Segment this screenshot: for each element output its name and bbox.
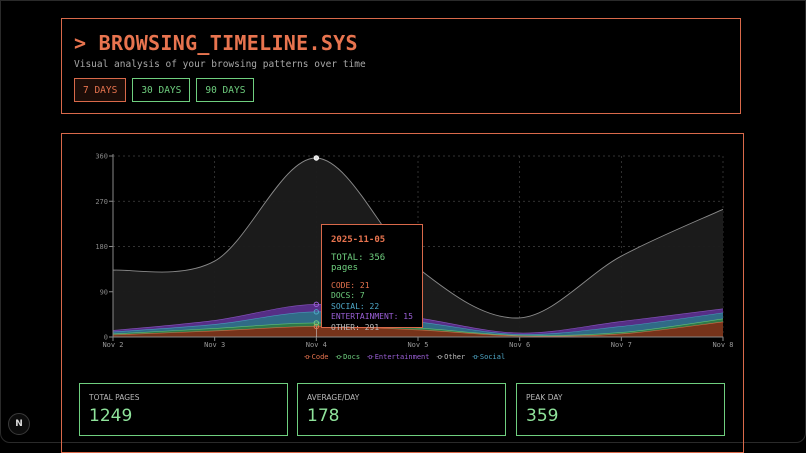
marker-entertainment (313, 301, 320, 308)
chart-tooltip: 2025-11-05 TOTAL: 356 pages CODE: 21 DOCS… (321, 224, 423, 332)
svg-text:Nov 2: Nov 2 (102, 341, 123, 349)
range-selector: 7 DAYS 30 DAYS 90 DAYS (74, 78, 255, 102)
legend-item-social[interactable]: -o- Social (471, 353, 505, 361)
legend-marker-icon: -o- (435, 353, 444, 361)
chart-axes: 0 90 180 270 360 Nov 2 Nov 3 Nov 4 Nov 5 Nov 6 Nov… (95, 153, 733, 350)
stacked-area-chart[interactable]: 0 90 180 270 360 Nov 2 Nov 3 Nov 4 Nov 5 Nov 6 Nov… (0, 0, 806, 443)
svg-text:Nov 3: Nov 3 (204, 341, 225, 349)
svg-text:0: 0 (104, 334, 108, 342)
stat-value: 359 (526, 406, 559, 426)
stat-value: 178 (307, 406, 340, 426)
legend-label: Social (479, 353, 506, 361)
stat-value: 1249 (89, 406, 133, 426)
legend-marker-icon: -o- (366, 353, 375, 361)
svg-text:Nov 8: Nov 8 (712, 341, 733, 349)
tooltip-date: 2025-11-05 (331, 235, 386, 245)
tooltip-row: SOCIAL: 22 (331, 301, 380, 311)
svg-text:90: 90 (100, 288, 108, 296)
tooltip-row: DOCS: 7 (331, 291, 365, 300)
stat-label: AVERAGE/DAY (307, 393, 360, 402)
svg-text:Nov 4: Nov 4 (306, 341, 327, 349)
legend-item-docs[interactable]: -o- Docs (335, 353, 361, 361)
marker-code (313, 323, 320, 330)
tooltip-total: TOTAL: 356 pages (331, 252, 386, 274)
tooltip-row: CODE: 21 (331, 280, 370, 290)
legend-marker-icon: -o- (334, 353, 344, 361)
legend-item-other[interactable]: -o- Other (435, 353, 465, 361)
legend-marker-icon: -o- (471, 353, 480, 361)
svg-text:360: 360 (95, 153, 108, 161)
legend-label: Docs (343, 353, 361, 361)
svg-text:180: 180 (95, 243, 108, 251)
header-panel: > BROWSING_TIMELINE.SYS Visual analysis … (61, 18, 741, 114)
svg-text:Nov 7: Nov 7 (611, 341, 632, 349)
area-code[interactable] (113, 321, 723, 337)
range-30-days-button[interactable]: 30 DAYS (132, 78, 191, 102)
stat-label: TOTAL PAGES (89, 393, 140, 402)
legend-item-code[interactable]: -o- Code (303, 353, 329, 361)
svg-text:270: 270 (95, 198, 108, 206)
marker-social (313, 309, 320, 315)
marker-docs (313, 320, 320, 326)
svg-text:Nov 6: Nov 6 (509, 341, 530, 349)
marker-other (313, 155, 320, 161)
hover-markers (313, 155, 320, 337)
dev-tools-badge[interactable]: N (8, 413, 30, 435)
legend-label: Entertainment (374, 353, 430, 361)
range-90-days-button[interactable]: 90 DAYS (196, 78, 255, 102)
legend-label: Other (444, 353, 466, 361)
chart-legend: -o- Code -o- Docs -o- Entertainment -o- Other -o… (303, 353, 505, 361)
stat-label: PEAK DAY (526, 393, 563, 402)
stat-total-pages: TOTAL PAGES 1249 (79, 383, 288, 436)
svg-text:Nov 5: Nov 5 (407, 341, 428, 349)
stat-average-day: AVERAGE/DAY 178 (297, 383, 506, 436)
stat-peak-day: PEAK DAY 359 (516, 383, 725, 436)
tooltip-row: OTHER: 291 (331, 322, 380, 332)
tooltip-row: ENTERTAINMENT: 15 (331, 312, 413, 321)
page-subtitle: Visual analysis of your browsing pattern… (74, 59, 366, 70)
tooltip-rows: CODE: 21 DOCS: 7 SOCIAL: 22 ENTERTAINMENT: … (331, 281, 413, 334)
legend-item-entertainment[interactable]: -o- Entertainment (366, 353, 429, 361)
page-title: > BROWSING_TIMELINE.SYS (74, 31, 358, 55)
legend-marker-icon: -o- (303, 353, 312, 361)
legend-label: Code (311, 353, 329, 361)
range-7-days-button[interactable]: 7 DAYS (74, 78, 127, 102)
